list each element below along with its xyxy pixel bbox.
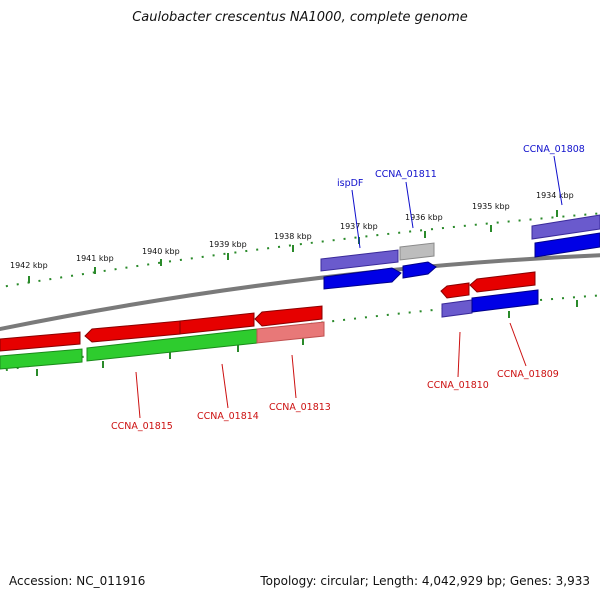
gene-labels: ispDF CCNA_01811 CCNA_01808 CCNA_01815 C… xyxy=(111,144,585,432)
gene-label-ccna-01813[interactable]: CCNA_01813 xyxy=(269,402,331,413)
gene-label-ccna-01809[interactable]: CCNA_01809 xyxy=(497,369,559,380)
forward-strand-features xyxy=(320,214,600,290)
ccna-01809-feature[interactable] xyxy=(471,289,539,313)
kbp-label-1937: 1937 kbp xyxy=(340,222,378,231)
gene-label-ccna-01810[interactable]: CCNA_01810 xyxy=(427,380,489,391)
ccna-01810-feature[interactable] xyxy=(441,299,473,318)
ruler-top xyxy=(0,212,600,289)
label-leaders xyxy=(135,155,563,419)
kbp-label-1942: 1942 kbp xyxy=(10,261,48,270)
ccna-01811-gene[interactable] xyxy=(402,261,437,279)
ccna-01811-feature[interactable] xyxy=(399,242,435,261)
gene-label-ccna-01815[interactable]: CCNA_01815 xyxy=(111,421,173,432)
ispdf-feature[interactable] xyxy=(320,249,399,272)
kbp-label-1939: 1939 kbp xyxy=(209,240,247,249)
ccna-01815-gene-left[interactable] xyxy=(0,331,81,352)
genome-backbone xyxy=(0,253,600,332)
kbp-labels: 1942 kbp 1941 kbp 1940 kbp 1939 kbp 1938… xyxy=(10,191,574,270)
gene-label-ccna-01808[interactable]: CCNA_01808 xyxy=(523,144,585,155)
ccna-01814-gene[interactable] xyxy=(179,312,255,335)
ispdf-gene[interactable] xyxy=(323,267,402,290)
ruler-top-major-ticks xyxy=(28,210,558,283)
genome-summary-text: Topology: circular; Length: 4,042,929 bp… xyxy=(260,574,590,588)
ccna-01813-feature[interactable] xyxy=(256,321,325,344)
kbp-label-1936: 1936 kbp xyxy=(405,213,443,222)
ruler-bottom-major-ticks xyxy=(36,300,578,376)
ccna-01813-gene[interactable] xyxy=(254,305,323,327)
accession-text: Accession: NC_011916 xyxy=(9,574,146,588)
ccna-01810-gene[interactable] xyxy=(440,282,470,299)
map-title: Caulobacter crescentus NA1000, complete … xyxy=(132,10,468,25)
reverse-strand-features xyxy=(0,271,539,370)
kbp-label-1940: 1940 kbp xyxy=(142,247,180,256)
kbp-label-1938: 1938 kbp xyxy=(274,232,312,241)
gene-label-ccna-01811[interactable]: CCNA_01811 xyxy=(375,169,437,180)
kbp-label-1941: 1941 kbp xyxy=(76,254,114,263)
gene-label-ccna-01814[interactable]: CCNA_01814 xyxy=(197,411,259,422)
kbp-label-1934: 1934 kbp xyxy=(536,191,574,200)
kbp-label-1935: 1935 kbp xyxy=(472,202,510,211)
ccna-01809-gene[interactable] xyxy=(469,271,536,293)
gene-label-ispdf[interactable]: ispDF xyxy=(337,178,363,189)
ccna-01808-gene[interactable] xyxy=(534,232,600,258)
ccna-01808-feature[interactable] xyxy=(531,214,600,240)
rna-feature-left[interactable] xyxy=(0,348,83,370)
